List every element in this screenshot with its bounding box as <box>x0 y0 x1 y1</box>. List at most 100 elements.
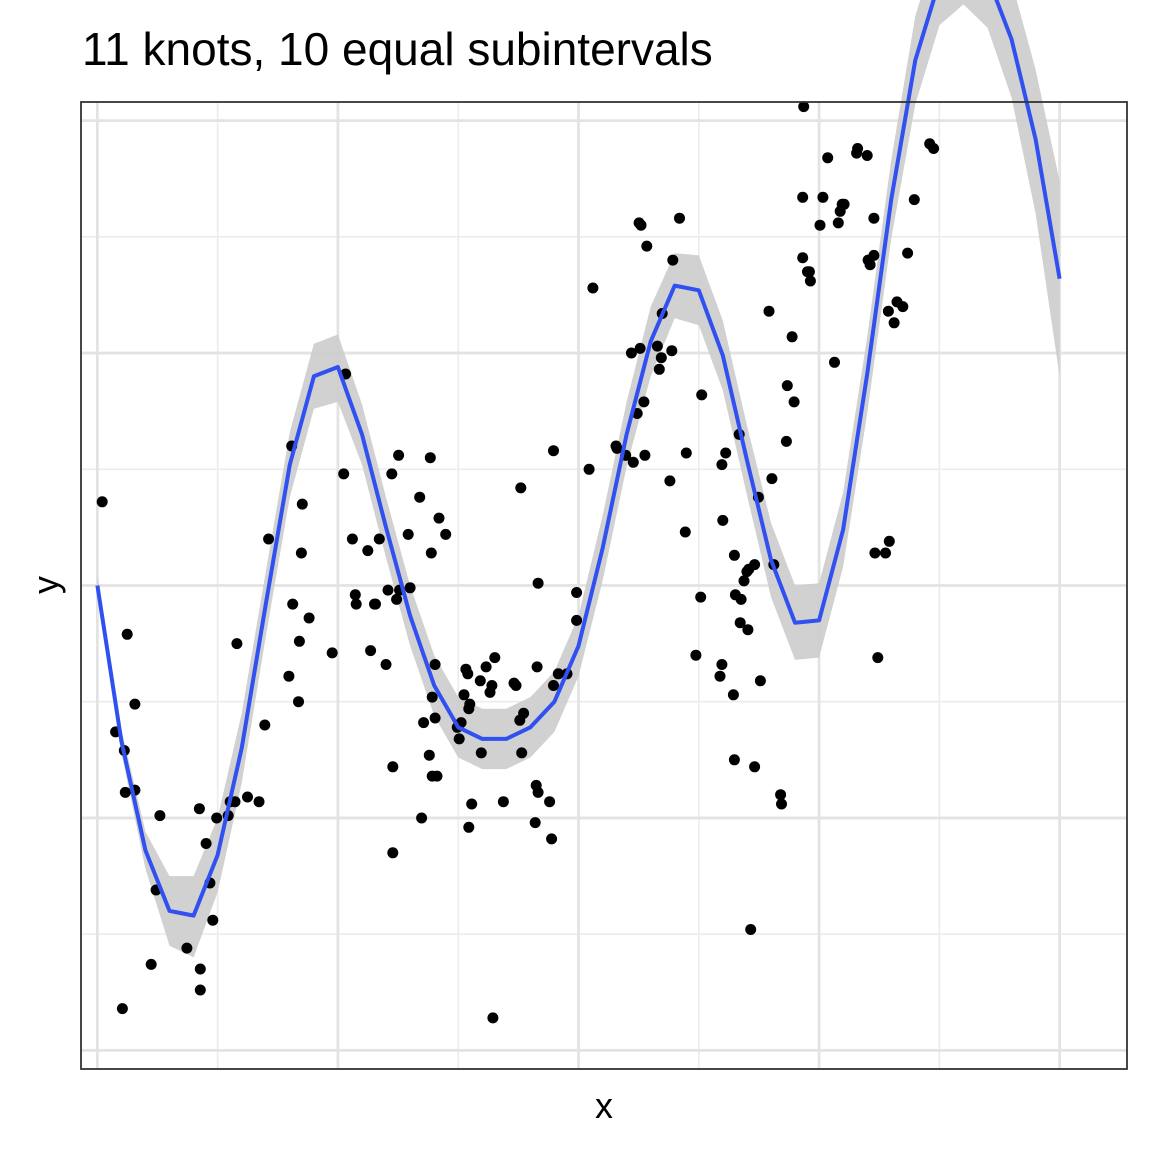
scatter-point <box>868 249 880 261</box>
scatter-point <box>786 331 798 343</box>
scatter-point <box>529 817 541 829</box>
scatter-point <box>635 219 647 231</box>
scatter-point <box>346 533 358 545</box>
y-axis-label: y <box>25 576 66 594</box>
scatter-point <box>480 661 492 673</box>
confidence-ribbon <box>97 0 1060 958</box>
scatter-point <box>200 838 212 849</box>
scatter-point <box>868 212 880 224</box>
scatter-point <box>194 984 206 996</box>
scatter-point <box>287 598 299 610</box>
scatter-point <box>145 958 157 970</box>
scatter-point <box>295 547 307 559</box>
scatter-point <box>486 680 498 691</box>
scatter-point <box>638 396 650 408</box>
scatter-point <box>516 747 528 759</box>
scatter-point <box>121 628 133 640</box>
scatter-point <box>872 652 884 664</box>
scatter-point <box>832 217 844 229</box>
scatter-point <box>735 593 747 605</box>
scatter-point <box>798 101 810 113</box>
scatter-point <box>193 803 205 815</box>
scatter-point <box>882 305 894 317</box>
scatter-point <box>440 528 452 540</box>
scatter-point <box>474 675 486 687</box>
scatter-point <box>627 456 639 468</box>
scatter-point <box>350 598 362 610</box>
scatter-point <box>680 447 692 459</box>
scatter-point <box>781 380 793 392</box>
scatter-point <box>728 754 740 766</box>
scatter-point <box>518 707 530 719</box>
scatter-point <box>393 449 405 461</box>
scatter-point <box>803 266 815 278</box>
scatter-point <box>653 363 665 375</box>
fit-line <box>95 0 1062 918</box>
scatter-point <box>431 770 443 782</box>
scatter-point <box>402 528 414 540</box>
scatter-point <box>365 645 377 657</box>
scatter-point <box>690 649 702 661</box>
scatter-point <box>387 847 399 859</box>
plot-panel <box>80 0 1128 1070</box>
scatter-point <box>780 435 792 447</box>
scatter-point <box>717 514 729 526</box>
scatter-point <box>414 491 426 503</box>
scatter-point <box>883 535 895 547</box>
scatter-point <box>453 733 465 745</box>
scatter-point <box>425 547 437 559</box>
scatter-point <box>641 240 653 252</box>
scatter-point <box>283 670 295 682</box>
scatter-point <box>387 761 399 773</box>
scatter-point <box>463 821 475 833</box>
scatter-point <box>655 352 667 364</box>
scatter-point <box>116 1003 128 1015</box>
scatter-point <box>546 833 558 845</box>
scatter-point <box>263 533 275 545</box>
scatter-point <box>728 549 740 561</box>
scatter-point <box>788 396 800 408</box>
scatter-point <box>696 389 708 401</box>
scatter-point <box>487 1012 499 1024</box>
scatter-point <box>349 589 361 601</box>
scatter-point <box>749 761 761 773</box>
scatter-point <box>775 789 787 801</box>
scatter-point <box>207 914 219 926</box>
scatter-point <box>587 282 599 294</box>
scatter-point <box>928 143 940 154</box>
scatter-point <box>242 791 253 803</box>
scatter-point <box>404 582 416 594</box>
scatter-point <box>822 152 834 164</box>
scatter-point <box>416 812 428 824</box>
scatter-point <box>720 447 732 459</box>
scatter-point <box>458 689 470 701</box>
scatter-point <box>181 942 193 954</box>
scatter-point <box>679 526 691 538</box>
scatter-point <box>814 219 826 231</box>
panel-border <box>80 101 1128 1070</box>
scatter-point <box>902 247 914 259</box>
scatter-point <box>852 143 864 154</box>
scatter-point <box>776 798 787 810</box>
scatter-point <box>119 786 131 798</box>
chart-title: 11 knots, 10 equal subintervals <box>82 23 713 75</box>
scatter-point <box>738 575 750 587</box>
data-layer <box>95 0 1062 1024</box>
scatter-point <box>583 463 595 475</box>
scatter-point <box>548 445 559 457</box>
scatter-point <box>745 924 757 935</box>
scatter-point <box>386 468 398 480</box>
scatter-point <box>464 698 476 710</box>
scatter-point <box>734 617 746 629</box>
scatter-point <box>382 584 394 596</box>
scatter-point <box>754 675 766 687</box>
scatter-point <box>651 340 663 352</box>
scatter-point <box>869 547 881 559</box>
scatter-point <box>544 796 556 808</box>
scatter-point <box>370 598 381 610</box>
scatter-point <box>861 150 873 161</box>
scatter-point <box>714 670 726 682</box>
scatter-point <box>259 719 271 731</box>
scatter-point <box>433 512 445 524</box>
